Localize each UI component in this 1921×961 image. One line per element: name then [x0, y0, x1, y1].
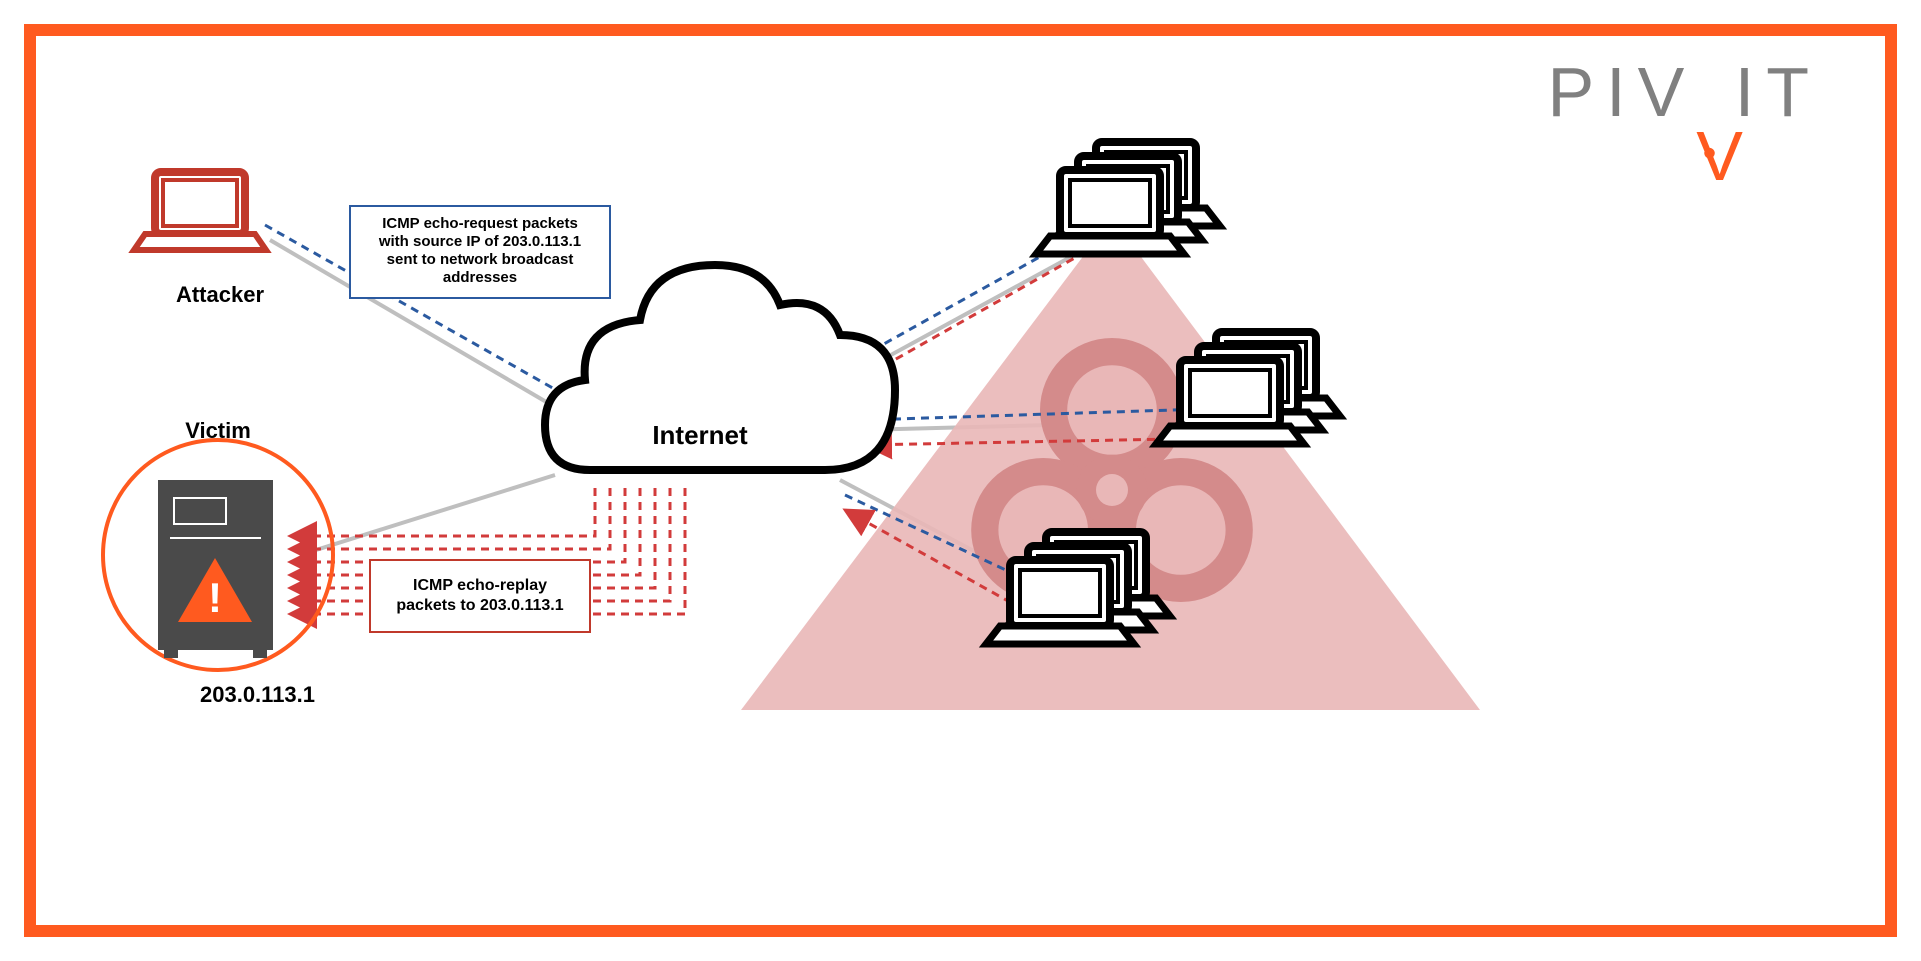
attacker-label: Attacker [176, 282, 264, 307]
smurf-attack-diagram: Internet Attacker ICMP echo-request pack… [0, 0, 1921, 961]
internet-label: Internet [652, 420, 748, 450]
attacker-laptop-icon [134, 172, 266, 250]
victim-ip-label: 203.0.113.1 [200, 682, 315, 707]
reply-box: ICMP echo-replaypackets to 203.0.113.1 [370, 560, 590, 632]
svg-text:!: ! [208, 574, 222, 621]
victim-label: Victim [185, 418, 251, 443]
request-box: ICMP echo-request packetswith source IP … [350, 206, 610, 298]
victim-server-icon: ! [158, 480, 273, 658]
